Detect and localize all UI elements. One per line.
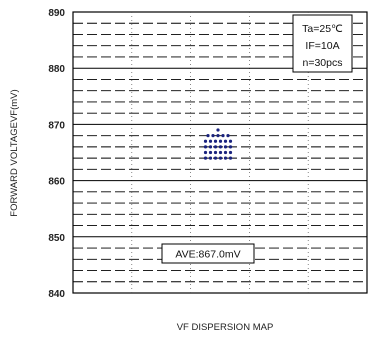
data-point: [228, 156, 233, 160]
y-tick-label: 880: [48, 64, 65, 75]
y-tick-label: 890: [48, 8, 65, 19]
data-point: [208, 156, 213, 160]
y-axis-label: FORWARD VOLTAGEVF(mV): [9, 89, 20, 216]
y-tick-label: 870: [48, 120, 65, 131]
data-point: [213, 150, 218, 155]
data-point: [203, 156, 208, 160]
data-point: [208, 145, 213, 149]
data-point: [216, 128, 220, 132]
data-point: [216, 134, 220, 138]
average-box: [161, 243, 255, 264]
data-point: [223, 145, 228, 149]
condition-temperature: Ta=25℃: [302, 23, 343, 35]
y-tick-label: 850: [48, 233, 65, 244]
data-point: [206, 134, 210, 138]
data-point: [213, 145, 218, 149]
conditions-box: [292, 14, 353, 73]
y-tick-label: 860: [48, 177, 65, 188]
data-point: [228, 139, 233, 143]
average-label: AVE:867.0mV: [175, 249, 240, 261]
data-points: [203, 128, 233, 160]
x-axis-label: VF DISPERSION MAP: [177, 322, 274, 333]
data-point: [208, 150, 213, 155]
data-point: [218, 145, 223, 149]
y-tick-label: 840: [48, 289, 65, 300]
data-point: [213, 139, 218, 143]
data-point: [228, 150, 233, 155]
data-point: [203, 145, 208, 149]
y-tick-labels: 840 850 860 870 880 890: [48, 8, 65, 300]
data-point: [218, 156, 223, 160]
data-point: [203, 150, 208, 155]
data-point: [218, 139, 223, 143]
data-point: [221, 134, 225, 138]
data-point: [223, 150, 228, 155]
data-point: [208, 139, 213, 143]
data-point: [203, 139, 208, 143]
data-point: [223, 139, 228, 143]
data-point: [218, 150, 223, 155]
data-point: [226, 134, 230, 138]
condition-current: IF=10A: [305, 40, 339, 52]
condition-sample-count: n=30pcs: [303, 57, 343, 69]
data-point: [223, 156, 228, 160]
data-point: [211, 134, 215, 138]
data-point: [228, 145, 233, 149]
data-point: [213, 156, 218, 160]
